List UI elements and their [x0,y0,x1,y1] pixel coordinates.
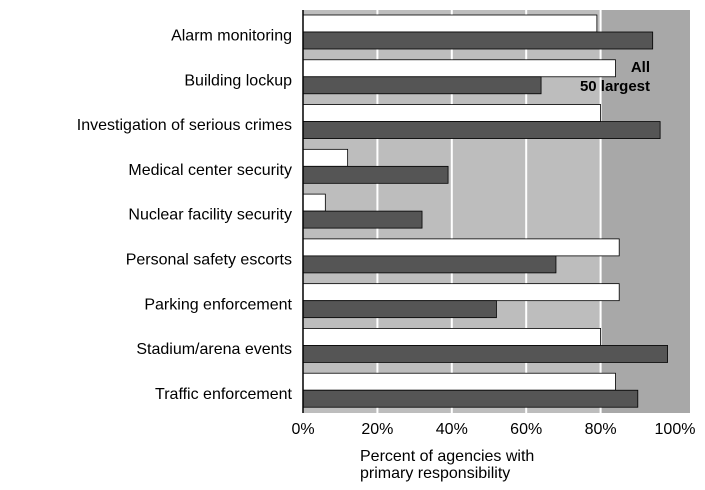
bar [302,165,449,184]
y-tick-label: Investigation of serious crimes [77,117,292,134]
y-tick-label: Medical center security [128,162,292,179]
bar [302,328,602,346]
bar [302,104,602,122]
x-axis-label: Percent of agencies with primary respons… [360,448,535,482]
bar [302,148,349,167]
y-tick-label: Parking enforcement [144,296,292,313]
bar [302,59,616,78]
legend-label: 50 largest [580,78,650,95]
bar [302,210,423,229]
bar [302,372,616,391]
bar [302,255,557,274]
y-tick-label: Stadium/arena events [136,341,292,358]
bar [302,283,620,302]
x-tick-label: 40% [436,421,468,438]
bar [302,389,639,408]
bar [302,31,654,50]
x-tick-label: 60% [510,421,542,438]
y-tick-label: Alarm monitoring [171,28,292,45]
y-tick-label: Traffic enforcement [155,386,293,403]
legend-label: All [631,59,650,76]
y-tick-label: Building lockup [184,72,292,89]
x-tick-label: 20% [361,421,393,438]
x-tick-label: 100% [655,421,696,438]
bar [302,121,661,139]
bar [302,14,598,33]
bar [302,345,668,363]
bar [302,76,542,95]
bar [302,300,497,319]
y-tick-label: Personal safety escorts [126,251,292,268]
y-tick-label: Nuclear facility security [128,207,292,224]
x-tick-label: 0% [291,421,314,438]
bar [302,238,620,257]
x-tick-label: 80% [585,421,617,438]
bar [302,193,326,212]
